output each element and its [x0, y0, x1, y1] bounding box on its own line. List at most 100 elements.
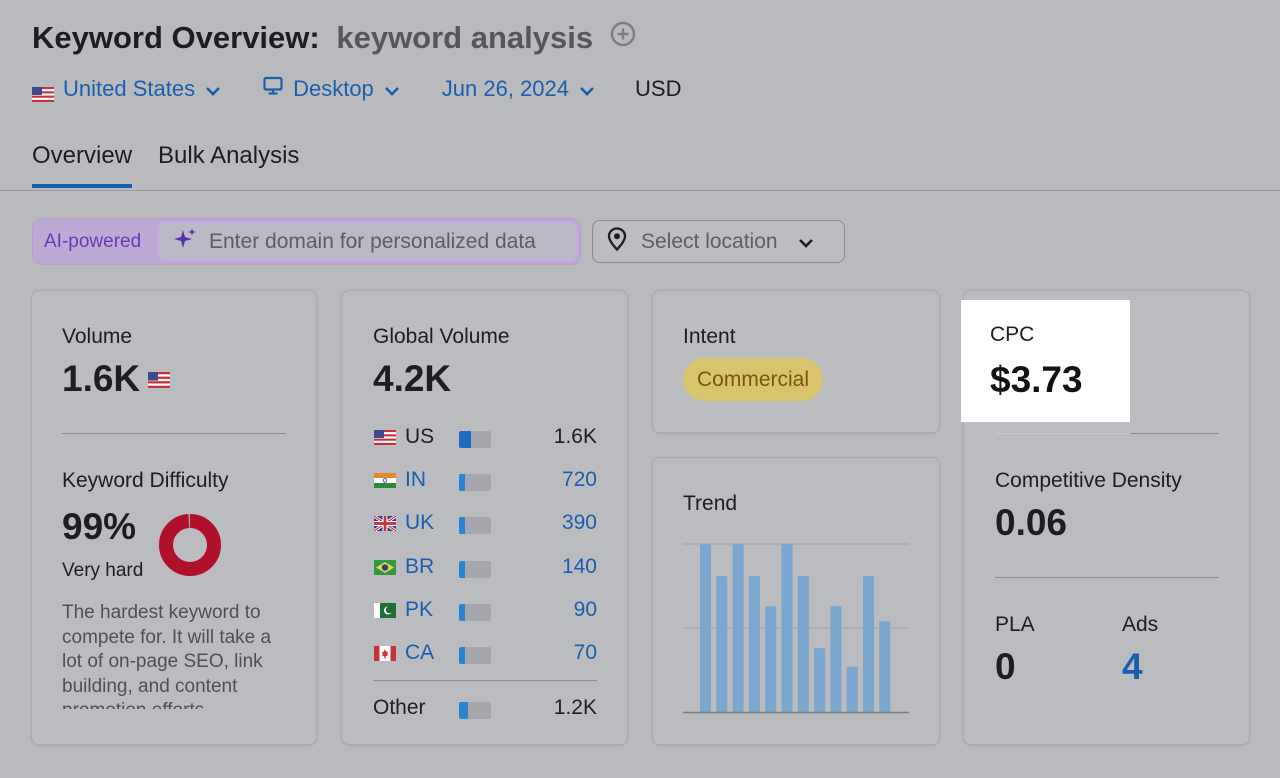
country-volume: 390	[561, 511, 597, 534]
share-bar	[459, 431, 491, 448]
intent-badge: Commercial	[683, 358, 824, 401]
country-row-other: Other 1.2K	[373, 696, 597, 720]
domain-input[interactable]: Enter domain for personalized data	[157, 221, 578, 262]
india-flag-icon	[374, 470, 396, 488]
ai-powered-label: AI-powered	[44, 231, 142, 252]
country-volume: 90	[573, 598, 597, 621]
tab-overview[interactable]: Overview	[32, 142, 133, 188]
competitive-density-value: 0.06	[995, 502, 1068, 543]
country-volume: 70	[573, 641, 597, 664]
country-row-us: US 1.6K	[373, 425, 597, 449]
keyword-text: keyword analysis	[336, 20, 594, 55]
trend-bar	[830, 606, 842, 712]
country-code: UK	[405, 511, 435, 534]
country-row-uk[interactable]: UK 390	[373, 511, 597, 535]
brazil-flag-icon	[374, 557, 396, 575]
ads-value[interactable]: 4	[1122, 646, 1143, 687]
page-title: Keyword Overview: keyword analysis	[32, 20, 636, 56]
currency-label: USD	[635, 76, 682, 101]
divider	[1130, 433, 1219, 434]
tabs: Overview Bulk Analysis	[32, 142, 299, 188]
tab-bulk-analysis[interactable]: Bulk Analysis	[158, 142, 300, 169]
pla-value: 0	[995, 646, 1016, 687]
country-row-pk[interactable]: PK 90	[373, 598, 597, 622]
uk-flag-icon	[373, 513, 397, 533]
desktop-icon	[263, 76, 283, 102]
ads-label: Ads	[1122, 613, 1159, 636]
trend-bar	[732, 544, 744, 712]
share-bar	[459, 647, 491, 664]
kd-level: Very hard	[62, 560, 144, 581]
country-volume: 140	[561, 555, 597, 578]
us-flag-icon	[374, 427, 396, 445]
location-select[interactable]: Select location	[592, 220, 845, 263]
share-bar	[459, 474, 491, 491]
location-placeholder: Select location	[641, 229, 778, 253]
date-dropdown[interactable]: Jun 26, 2024	[442, 76, 595, 102]
cpc-value: $3.73	[990, 359, 1083, 400]
pakistan-flag-icon	[374, 600, 396, 618]
trend-bar	[781, 544, 793, 712]
share-bar	[459, 517, 491, 534]
sparkles-icon	[173, 227, 197, 257]
other-volume: 1.2K	[553, 696, 597, 719]
chevron-down-icon	[579, 76, 595, 102]
competitive-density-label: Competitive Density	[995, 469, 1182, 492]
kd-donut-arc	[159, 514, 221, 576]
chevron-down-icon	[205, 76, 221, 102]
global-volume-label: Global Volume	[373, 325, 510, 348]
volume-value: 1.6K	[62, 358, 141, 399]
chevron-down-icon	[384, 76, 400, 102]
kd-donut	[159, 514, 221, 576]
country-code: US	[405, 425, 435, 448]
trend-bar	[748, 575, 760, 712]
trend-bar	[846, 666, 858, 712]
page-title-label: Keyword Overview:	[32, 20, 320, 55]
other-label: Other	[373, 696, 426, 719]
country-code: CA	[405, 641, 435, 664]
us-flag-icon	[32, 82, 54, 102]
country-row-ca[interactable]: CA 70	[373, 641, 597, 665]
kd-description: The hardest keyword to compete for. It w…	[62, 602, 272, 709]
canada-flag-icon	[374, 643, 396, 661]
trend-bar	[797, 575, 809, 712]
cpc-highlight	[961, 300, 1130, 422]
trend-label: Trend	[683, 492, 738, 515]
share-bar	[459, 702, 491, 719]
divider	[62, 433, 286, 434]
trend-bar	[814, 648, 826, 712]
volume-kd-card	[31, 290, 317, 745]
divider	[995, 433, 1130, 434]
device-dropdown[interactable]: Desktop	[263, 76, 400, 102]
country-row-in[interactable]: IN 720	[373, 468, 597, 492]
date-label: Jun 26, 2024	[441, 76, 570, 101]
country-label: United States	[63, 76, 196, 101]
country-code: BR	[405, 555, 435, 578]
country-volume: 720	[561, 468, 597, 491]
country-code: IN	[405, 468, 426, 491]
kd-label: Keyword Difficulty	[62, 469, 229, 492]
trend-bar	[700, 544, 711, 712]
divider	[373, 680, 597, 681]
filters-bar: United States Desktop Jun 26, 2024 USD	[32, 74, 681, 104]
tabs-divider	[0, 190, 1280, 191]
share-bar	[459, 561, 491, 578]
trend-bar	[716, 575, 728, 712]
trend-chart	[683, 543, 909, 714]
share-bar	[459, 604, 491, 621]
cpc-label: CPC	[990, 323, 1035, 346]
volume-label: Volume	[62, 325, 133, 348]
divider	[995, 577, 1219, 578]
country-row-br[interactable]: BR 140	[373, 555, 597, 579]
kd-value: 99%	[62, 506, 137, 547]
pla-label: PLA	[995, 613, 1035, 636]
location-pin-icon	[607, 226, 627, 257]
add-circle-icon[interactable]	[610, 19, 636, 55]
device-label: Desktop	[293, 76, 374, 101]
trend-bar	[879, 621, 891, 712]
domain-input-placeholder: Enter domain for personalized data	[209, 229, 536, 253]
country-code: PK	[405, 598, 434, 621]
trend-bar	[863, 575, 874, 712]
country-dropdown[interactable]: United States	[32, 76, 221, 102]
chevron-down-icon	[798, 230, 814, 254]
